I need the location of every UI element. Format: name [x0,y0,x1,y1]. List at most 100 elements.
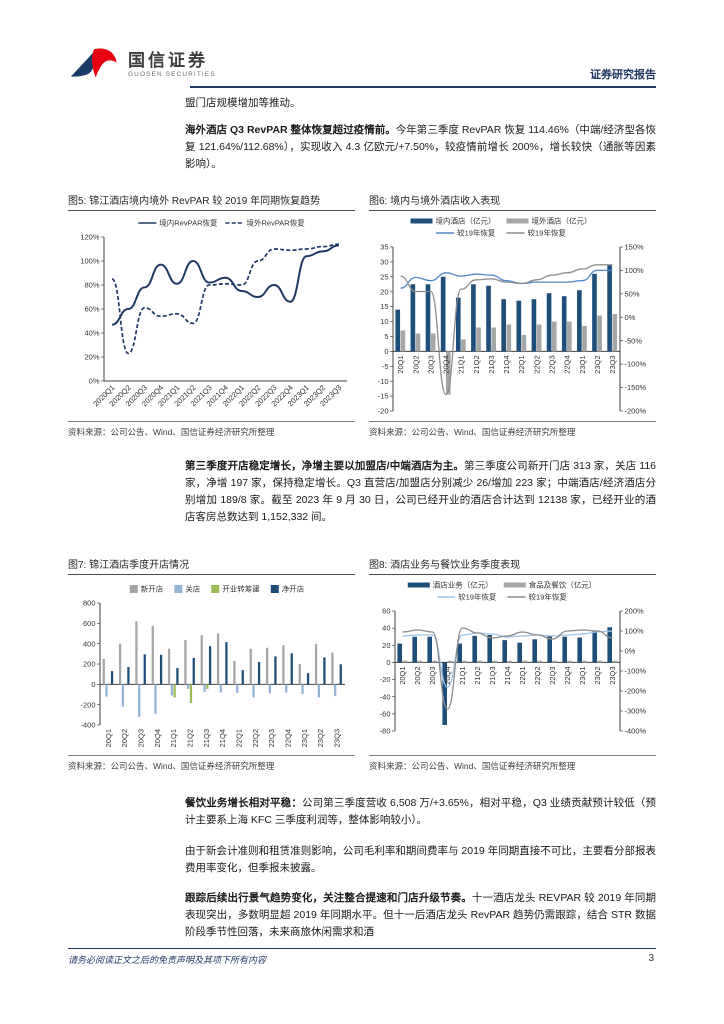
svg-text:100%: 100% [80,257,100,266]
svg-text:21Q2: 21Q2 [185,729,194,747]
svg-text:22Q3: 22Q3 [548,666,557,684]
svg-text:-400: -400 [80,721,95,730]
svg-text:23Q1: 23Q1 [300,729,309,747]
svg-text:23Q3: 23Q3 [608,355,617,373]
svg-text:20Q3: 20Q3 [136,729,145,747]
svg-text:-20: -20 [380,675,391,684]
svg-text:60: 60 [382,607,390,616]
paragraph-5-text: 由于新会计准则和租赁准则影响，公司毛利率和期间费率与 2019 年同期直接不可比… [185,845,656,874]
svg-text:较19年恢复: 较19年恢复 [528,228,567,238]
figure-7-title: 图7: 锦江酒店季度开店情况 [68,556,355,575]
paragraph-4: 餐饮业务增长相对平稳：公司第三季度营收 6,508 万/+3.65%，相对平稳，… [185,795,656,829]
svg-text:20Q2: 20Q2 [413,666,422,684]
svg-text:0: 0 [386,658,390,667]
svg-text:-15: -15 [378,392,389,401]
svg-text:21Q4: 21Q4 [502,355,511,373]
svg-text:-100%: -100% [625,360,647,369]
svg-text:120%: 120% [80,233,100,242]
figure-8-title: 图8: 酒店业务与餐饮业务季度表现 [369,556,656,575]
svg-text:23Q2: 23Q2 [593,355,602,373]
figure-row-1: 图5: 锦江酒店境内境外 RevPAR 较 2019 年同期恢复趋势 0% 20%… [68,192,656,438]
svg-text:20Q2: 20Q2 [120,729,129,747]
paragraph-1-text: 盟门店规模增加等推动。 [185,97,301,109]
svg-text:23Q2: 23Q2 [593,666,602,684]
header-divider [190,86,656,88]
svg-text:-20: -20 [378,407,389,416]
brand-name-en: GUOSEN SECURITIES [128,71,216,79]
svg-text:-80: -80 [380,727,391,736]
svg-text:150%: 150% [625,243,645,252]
svg-text:21Q1: 21Q1 [458,666,467,684]
paragraph-4-text: 公司第三季度营收 6,508 万/+3.65%，相对平稳，Q3 业绩贡献预计较低… [185,797,656,826]
paragraph-3: 第三季度开店稳定增长，净增主要以加盟店/中端酒店为主。第三季度公司新开门店 31… [185,458,656,526]
svg-text:21Q3: 21Q3 [488,666,497,684]
svg-text:80%: 80% [84,281,99,290]
svg-text:22Q1: 22Q1 [518,666,527,684]
paragraph-5: 由于新会计准则和租赁准则影响，公司毛利率和期间费率与 2019 年同期直接不可比… [185,843,656,877]
page-header: 国信证券 GUOSEN SECURITIES 证券研究报告 [68,44,656,86]
svg-text:600: 600 [83,619,96,628]
svg-text:境内RevPAR恢复: 境内RevPAR恢复 [159,218,218,228]
svg-text:20Q1: 20Q1 [398,666,407,684]
paragraph-2-text: 今年第三季度 RevPAR 恢复 114.46%（中端/经济型各恢复 121.6… [185,124,656,170]
svg-text:5: 5 [384,332,388,341]
figure-5-chart: 0%20%40%60%80%100%120%2020Q12020Q22020Q3… [80,218,347,408]
svg-text:-200%: -200% [625,407,647,416]
svg-text:100%: 100% [625,266,645,275]
figure-5-block: 图5: 锦江酒店境内境外 RevPAR 较 2019 年同期恢复趋势 0% 20%… [68,192,355,438]
svg-text:开业转筹建: 开业转筹建 [222,584,260,594]
svg-text:800: 800 [83,599,96,608]
svg-text:较19年恢复: 较19年恢复 [458,592,497,602]
company-logo: 国信证券 GUOSEN SECURITIES [68,44,216,86]
brand-text: 国信证券 GUOSEN SECURITIES [128,51,216,79]
svg-text:23Q3: 23Q3 [332,729,341,747]
svg-text:0: 0 [91,680,95,689]
svg-text:200: 200 [83,660,96,669]
paragraph-2-lead: 海外酒店 Q3 RevPAR 整体恢复超过疫情前。 [185,124,396,136]
page-content: 国信证券 GUOSEN SECURITIES 证券研究报告 盟门店规模增加等推动… [68,0,656,1024]
svg-text:-400%: -400% [625,727,647,736]
svg-text:-5: -5 [382,362,389,371]
svg-text:400: 400 [83,639,96,648]
svg-text:食品及餐饮（亿元）: 食品及餐饮（亿元） [529,580,597,590]
brand-sail-icon [70,48,117,78]
svg-text:-200: -200 [80,700,95,709]
svg-text:200%: 200% [625,607,645,616]
svg-text:-10: -10 [378,377,389,386]
paragraph-1: 盟门店规模增加等推动。 [185,95,656,112]
svg-text:-300%: -300% [625,707,647,716]
svg-text:0%: 0% [625,647,636,656]
svg-text:40: 40 [382,624,390,633]
paragraph-3-lead: 第三季度开店稳定增长，净增主要以加盟店/中端酒店为主。 [185,460,465,472]
svg-text:23Q3: 23Q3 [608,666,617,684]
page-number: 3 [648,953,654,964]
figure-6-chart: -20 -15 -10 -5 0 5 10 15 20 25 30 35 -200% -150% -100%… [378,216,647,416]
figure-row-2: 图7: 锦江酒店季度开店情况 -400 -200 0 200 400 600 800 20Q1… [68,556,656,772]
figure-7-source: 资料来源：公司公告、Wind、国信证券经济研究所整理 [68,755,355,772]
paragraph-6-lead: 跟踪后续出行景气趋势变化，关注整合提速和门店升级节奏。 [185,892,472,904]
svg-text:0%: 0% [89,377,100,386]
figure-8-block: 图8: 酒店业务与餐饮业务季度表现 -80 -60 -40 -20 0 20 40 60 -40… [369,556,656,772]
svg-text:10: 10 [380,317,388,326]
paragraph-6-text: 十一酒店龙头 REVPAR 较 2019 年同期表现突出，多数明显超 2019 … [185,892,656,938]
svg-text:22Q4: 22Q4 [563,355,572,373]
svg-text:20%: 20% [84,353,99,362]
svg-text:较19年恢复: 较19年恢复 [529,592,568,602]
svg-text:22Q3: 22Q3 [548,355,557,373]
svg-text:20Q3: 20Q3 [428,666,437,684]
figure-7-chart: -400 -200 0 200 400 600 800 20Q1 20Q2 20Q3 20Q4 21Q… [80,584,345,747]
figure-8-source: 资料来源：公司公告、Wind、国信证券经济研究所整理 [369,755,656,772]
svg-text:-60: -60 [380,709,391,718]
svg-text:20Q1: 20Q1 [396,355,405,373]
svg-text:21Q2: 21Q2 [472,355,481,373]
svg-text:22Q4: 22Q4 [563,666,572,684]
svg-text:21Q4: 21Q4 [503,666,512,684]
svg-text:20Q4: 20Q4 [153,729,162,747]
figure-6-block: 图6: 境内与境外酒店收入表现 -20 -15 -10 -5 0 5 10 15 20 25 30 3… [369,192,656,438]
footer-disclaimer: 请务必阅读正文之后的免责声明及其项下所有内容 [68,955,267,965]
svg-text:30: 30 [380,258,388,267]
figure-8-chart: -80 -60 -40 -20 0 20 40 60 -400% -300% -200% -100% 0… [380,580,647,736]
svg-text:21Q1: 21Q1 [169,729,178,747]
figure-6-title: 图6: 境内与境外酒店收入表现 [369,192,656,211]
